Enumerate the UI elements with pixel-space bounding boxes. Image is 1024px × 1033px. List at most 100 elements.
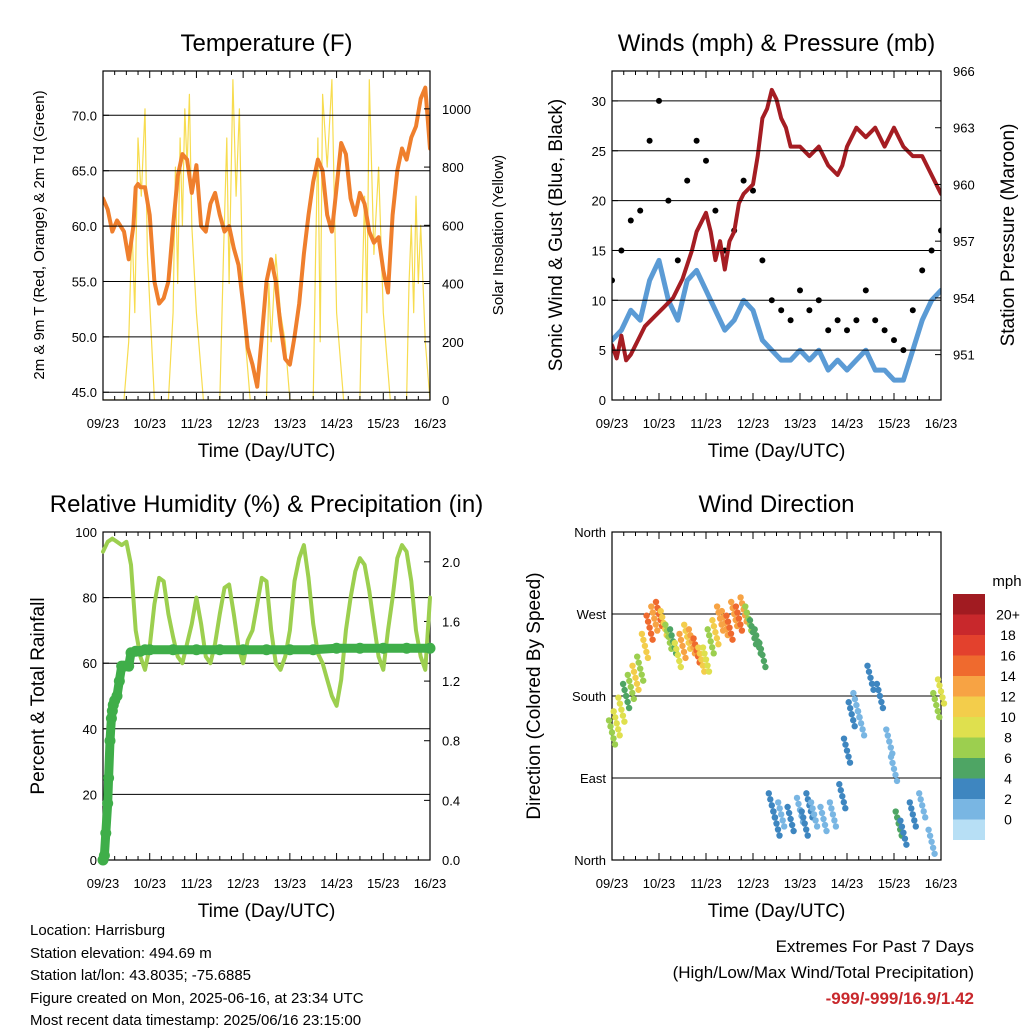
legend-label: 6 [1004, 750, 1012, 766]
direction-point [820, 815, 827, 823]
y-right-tick-label: 960 [953, 177, 975, 192]
direction-point [934, 707, 941, 715]
direction-point [770, 808, 777, 815]
direction-point [846, 759, 854, 766]
x-tick-label: 16/23 [414, 416, 447, 431]
x-tick-label: 12/23 [227, 416, 260, 431]
direction-point [646, 624, 653, 631]
gust-point [938, 227, 941, 234]
direction-point [804, 832, 811, 839]
direction-point [696, 650, 703, 657]
direction-point [781, 823, 788, 830]
direction-point [698, 656, 705, 663]
winds-panel: 0 5 10 15 20 25 30 951 954 957 960 963 966 09/23 10/23… [546, 30, 1019, 462]
y-tick-label: 60.0 [72, 219, 97, 234]
direction-point [807, 799, 815, 806]
direction-point [883, 726, 890, 733]
y-right-tick-label: 0.4 [442, 793, 460, 808]
station-info: Location: Harrisburg Station elevation: … [30, 920, 364, 1033]
extremes-box: Extremes For Past 7 Days (High/Low/Max W… [673, 934, 974, 1012]
gust-point [862, 287, 869, 294]
y-tick-label: 60 [83, 656, 97, 671]
y-tick-label: North [574, 525, 606, 540]
y-tick-label: 30 [592, 94, 606, 109]
legend-swatch [953, 655, 985, 676]
direction-point [624, 698, 631, 706]
direction-point [681, 621, 688, 628]
direction-point [892, 808, 899, 815]
gust-point [712, 207, 719, 214]
direction-point [622, 692, 630, 700]
elevation-text: Station elevation: 494.69 m [30, 944, 212, 962]
direction-point [632, 674, 639, 681]
gust-point [740, 177, 747, 184]
y-axis-label-left: Direction (Colored By Speed) [524, 572, 545, 819]
x-tick-label: 15/23 [367, 416, 400, 431]
direction-point [900, 829, 907, 836]
direction-point [843, 747, 851, 754]
direction-point [901, 835, 909, 842]
direction-point [637, 665, 644, 672]
legend-swatch [953, 635, 985, 656]
direction-point [640, 677, 647, 684]
direction-point [643, 612, 650, 619]
direction-point [773, 820, 780, 827]
direction-point [818, 809, 826, 817]
x-tick-label: 09/23 [87, 876, 120, 891]
x-tick-label: 14/23 [320, 416, 353, 431]
gust-point [853, 317, 860, 324]
direction-point [890, 765, 898, 773]
direction-point [887, 753, 895, 761]
direction-point [812, 817, 819, 824]
extremes-title: Extremes For Past 7 Days [775, 937, 974, 956]
direction-point [640, 636, 647, 644]
precipitation-point [214, 644, 226, 656]
direction-point [897, 817, 904, 824]
total-precipitation-line [98, 643, 435, 865]
chart-title: Winds (mph) & Pressure (mb) [618, 30, 935, 57]
direction-point [920, 808, 927, 815]
temperature-9m-line [103, 85, 430, 389]
x-tick-label: 12/23 [737, 876, 770, 891]
direction-point [729, 636, 736, 643]
x-tick-label: 16/23 [925, 876, 958, 891]
direction-point [909, 811, 916, 818]
chart-title: Relative Humidity (%) & Precipitation (i… [50, 491, 483, 518]
gust-point [703, 157, 709, 164]
legend-swatch [953, 819, 985, 840]
y-right-tick-label: 1.6 [442, 614, 460, 629]
x-tick-label: 11/23 [690, 876, 722, 891]
direction-point [936, 713, 943, 721]
x-tick-label: 09/23 [596, 876, 629, 891]
direction-point [677, 663, 684, 671]
direction-point [892, 771, 899, 779]
direction-point [723, 612, 730, 619]
y-right-tick-label: 400 [442, 277, 464, 292]
direction-point [854, 708, 862, 715]
direction-point [867, 674, 874, 681]
direction-point [937, 688, 945, 695]
direction-point [823, 827, 830, 835]
legend-label: 14 [1000, 668, 1016, 684]
gust-point [612, 277, 615, 284]
gust-point [844, 327, 850, 334]
x-axis-label: Time (Day/UTC) [708, 441, 846, 462]
x-tick-label: 15/23 [878, 416, 911, 431]
legend-label: 8 [1004, 730, 1012, 746]
gust-point [797, 287, 803, 294]
direction-point [662, 621, 669, 628]
y-tick-label: 15 [592, 243, 606, 258]
y-tick-label: 70.0 [72, 108, 97, 123]
direction-point [929, 844, 937, 851]
direction-point [673, 645, 680, 653]
y-right-tick-label: 951 [953, 348, 975, 363]
direction-point [702, 656, 710, 663]
gust-point [909, 307, 916, 314]
direction-point [857, 720, 865, 727]
direction-point [931, 850, 938, 857]
y-right-tick-label: 800 [442, 160, 464, 175]
direction-point [756, 639, 763, 647]
direction-point [710, 650, 717, 657]
direction-point [940, 700, 948, 707]
direction-point [810, 811, 818, 818]
